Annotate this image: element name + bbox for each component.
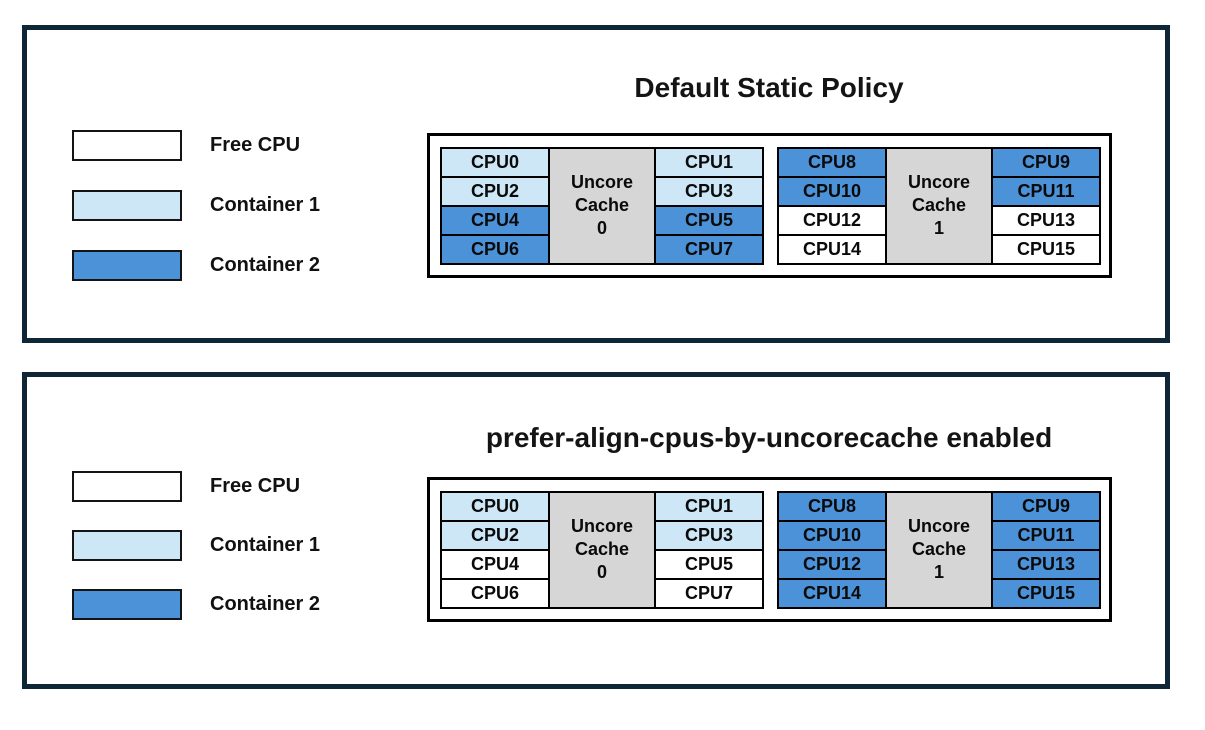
- uncore-cache-label-line: 1: [933, 562, 944, 582]
- cpu-cell-cpu13: CPU13: [991, 548, 1101, 580]
- legend-label-free-cpu: Free CPU: [210, 475, 301, 497]
- uncore-group-1: CPU8 CPU10 CPU12 CPU14 Uncore Cache 1 CPU9 CPU11…: [777, 146, 1101, 265]
- legend: Free CPU Container 1 Container 2: [72, 471, 320, 620]
- cpu-cell-cpu2: CPU2: [440, 519, 550, 551]
- cpu-cell-cpu10: CPU10: [777, 175, 887, 207]
- legend-row-container-1: Container 1: [72, 530, 320, 561]
- uncore-cache-label-line: Uncore: [907, 516, 970, 536]
- cpu-cell-cpu13: CPU13: [991, 204, 1101, 236]
- legend-swatch-container-2: [72, 589, 182, 620]
- cpu-cell-cpu15: CPU15: [991, 577, 1101, 609]
- cpu-cell-cpu8: CPU8: [777, 490, 887, 522]
- panel-default-static-policy: Default Static Policy Free CPU Container…: [22, 25, 1170, 343]
- legend-row-container-2: Container 2: [72, 589, 320, 620]
- left-cpu-column: CPU8 CPU10 CPU12 CPU14: [777, 146, 887, 265]
- legend-label-container-2: Container 2: [210, 254, 321, 276]
- right-cpu-column: CPU1 CPU3 CPU5 CPU7: [654, 146, 764, 265]
- uncore-cache-diagram: CPU0 CPU2 CPU4 CPU6 Uncore Cache 0 CPU1 CPU3 CPU5…: [427, 477, 1112, 622]
- cpu-cell-cpu14: CPU14: [777, 233, 887, 265]
- uncore-cache-label-line: Uncore: [570, 172, 633, 192]
- uncore-cache-block-0: Uncore Cache 0: [548, 490, 656, 609]
- uncore-cache-label-line: Uncore: [570, 516, 633, 536]
- cpu-cell-cpu0: CPU0: [440, 146, 550, 178]
- cpu-cell-cpu3: CPU3: [654, 175, 764, 207]
- legend-swatch-free-cpu: [72, 130, 182, 161]
- uncore-cache-block-1: Uncore Cache 1: [885, 490, 993, 609]
- uncore-cache-label-line: 0: [596, 562, 607, 582]
- uncore-cache-block-0: Uncore Cache 0: [548, 146, 656, 265]
- cpu-cell-cpu8: CPU8: [777, 146, 887, 178]
- cpu-cell-cpu5: CPU5: [654, 204, 764, 236]
- legend-label-container-2: Container 2: [210, 593, 321, 615]
- cpu-cell-cpu5: CPU5: [654, 548, 764, 580]
- uncore-cache-label-line: Cache: [911, 539, 967, 559]
- legend-swatch-container-1: [72, 190, 182, 221]
- left-cpu-column: CPU8 CPU10 CPU12 CPU14: [777, 490, 887, 609]
- cpu-cell-cpu1: CPU1: [654, 490, 764, 522]
- uncore-cache-label-line: Uncore: [907, 172, 970, 192]
- uncore-cache-diagram: CPU0 CPU2 CPU4 CPU6 Uncore Cache 0 CPU1 CPU3 CPU5…: [427, 133, 1112, 278]
- panel-prefer-align-cpus-by-uncorecache: prefer-align-cpus-by-uncorecache enabled…: [22, 372, 1170, 689]
- cpu-cell-cpu12: CPU12: [777, 204, 887, 236]
- cpu-cell-cpu15: CPU15: [991, 233, 1101, 265]
- legend-label-container-1: Container 1: [210, 194, 321, 216]
- legend-row-free-cpu: Free CPU: [72, 471, 320, 502]
- legend-swatch-container-2: [72, 250, 182, 281]
- uncore-cache-label-line: Cache: [574, 539, 630, 559]
- legend-row-container-1: Container 1: [72, 190, 320, 221]
- cpu-cell-cpu4: CPU4: [440, 548, 550, 580]
- uncore-cache-label-line: 0: [596, 218, 607, 238]
- uncore-cache-label-line: Cache: [911, 195, 967, 215]
- uncore-group-0: CPU0 CPU2 CPU4 CPU6 Uncore Cache 0 CPU1 CPU3 CPU5…: [440, 490, 764, 609]
- legend-row-container-2: Container 2: [72, 250, 320, 281]
- uncore-group-0: CPU0 CPU2 CPU4 CPU6 Uncore Cache 0 CPU1 CPU3 CPU5…: [440, 146, 764, 265]
- cpu-cell-cpu1: CPU1: [654, 146, 764, 178]
- right-cpu-column: CPU1 CPU3 CPU5 CPU7: [654, 490, 764, 609]
- legend-swatch-container-1: [72, 530, 182, 561]
- legend-swatch-free-cpu: [72, 471, 182, 502]
- legend-label-container-1: Container 1: [210, 534, 321, 556]
- uncore-group-1: CPU8 CPU10 CPU12 CPU14 Uncore Cache 1 CPU9 CPU11…: [777, 490, 1101, 609]
- uncore-cache-label-line: Cache: [574, 195, 630, 215]
- cpu-cell-cpu2: CPU2: [440, 175, 550, 207]
- cpu-cell-cpu6: CPU6: [440, 233, 550, 265]
- cpu-cell-cpu7: CPU7: [654, 233, 764, 265]
- uncore-cache-block-1: Uncore Cache 1: [885, 146, 993, 265]
- panel-title: prefer-align-cpus-by-uncorecache enabled: [485, 422, 1053, 453]
- cpu-cell-cpu0: CPU0: [440, 490, 550, 522]
- right-cpu-column: CPU9 CPU11 CPU13 CPU15: [991, 146, 1101, 265]
- cpu-cell-cpu10: CPU10: [777, 519, 887, 551]
- left-cpu-column: CPU0 CPU2 CPU4 CPU6: [440, 490, 550, 609]
- legend-label-free-cpu: Free CPU: [210, 134, 301, 156]
- cpu-cell-cpu9: CPU9: [991, 490, 1101, 522]
- cpu-cell-cpu14: CPU14: [777, 577, 887, 609]
- left-cpu-column: CPU0 CPU2 CPU4 CPU6: [440, 146, 550, 265]
- cpu-cell-cpu12: CPU12: [777, 548, 887, 580]
- right-cpu-column: CPU9 CPU11 CPU13 CPU15: [991, 490, 1101, 609]
- cpu-cell-cpu7: CPU7: [654, 577, 764, 609]
- cpu-cell-cpu3: CPU3: [654, 519, 764, 551]
- uncore-cache-label-line: 1: [933, 218, 944, 238]
- cpu-cell-cpu11: CPU11: [991, 519, 1101, 551]
- legend-row-free-cpu: Free CPU: [72, 130, 320, 161]
- cpu-cell-cpu6: CPU6: [440, 577, 550, 609]
- panel-title: Default Static Policy: [634, 72, 904, 103]
- cpu-cell-cpu9: CPU9: [991, 146, 1101, 178]
- cpu-cell-cpu4: CPU4: [440, 204, 550, 236]
- cpu-cell-cpu11: CPU11: [991, 175, 1101, 207]
- legend: Free CPU Container 1 Container 2: [72, 130, 320, 281]
